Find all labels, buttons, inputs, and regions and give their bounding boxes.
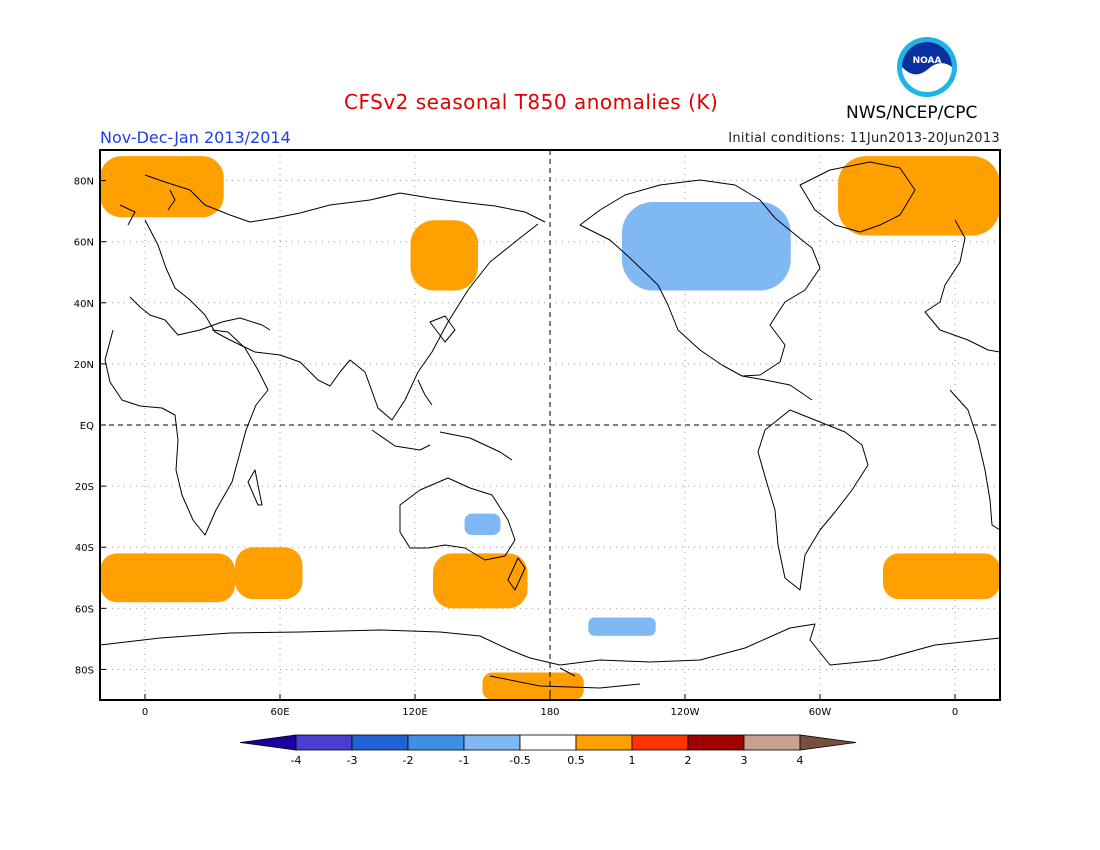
- positive-anomaly-greenland-north-atlantic: [838, 156, 1000, 236]
- anomaly-layer: [100, 156, 1000, 700]
- colorbar-label: -2: [403, 754, 414, 767]
- noaa-logo-icon: NOAA: [897, 37, 957, 97]
- lat-tick-label: 20S: [75, 482, 94, 493]
- colorbar-label: 1: [629, 754, 636, 767]
- positive-anomaly-southern-ocean-south-atlantic: [100, 553, 235, 603]
- colorbar-segment: [519, 734, 577, 751]
- colorbar-label: -0.5: [509, 754, 530, 767]
- negative-anomaly-south-pacific: [588, 617, 656, 636]
- lat-tick-label: 80N: [74, 177, 94, 188]
- positive-anomaly-northeast-asia: [410, 220, 478, 291]
- colorbar-segment: [239, 734, 297, 751]
- chart-title: CFSv2 seasonal T850 anomalies (K): [344, 90, 719, 114]
- colorbar-segment: [575, 734, 633, 751]
- colorbar: -4 -3 -2 -1 -0.5 0.5 1 2 3 4: [239, 734, 857, 767]
- lat-tick-label: 60S: [75, 604, 94, 615]
- colorbar-segment: [295, 734, 353, 751]
- colorbar-label: 4: [797, 754, 804, 767]
- colorbar-segment: [743, 734, 801, 751]
- colorbar-segment: [631, 734, 689, 751]
- lat-tick-label: 40N: [74, 299, 94, 310]
- colorbar-label: -3: [347, 754, 358, 767]
- lon-tick-label: 120E: [402, 707, 427, 718]
- lat-tick-label: 40S: [75, 543, 94, 554]
- positive-anomaly-southern-ocean-australia: [433, 553, 528, 609]
- positive-anomaly-southern-ocean-south-africa: [235, 547, 303, 600]
- lat-tick-label: EQ: [80, 421, 94, 432]
- colorbar-segment: [351, 734, 409, 751]
- colorbar-label: 0.5: [567, 754, 585, 767]
- positive-anomaly-ross-sea: [482, 672, 584, 700]
- positive-anomaly-greenland-sea: [100, 156, 224, 218]
- lon-tick-label: 60E: [270, 707, 289, 718]
- lon-tick-label: 0: [952, 707, 958, 718]
- colorbar-label: -4: [291, 754, 302, 767]
- colorbar-segment: [687, 734, 745, 751]
- lat-tick-label: 80S: [75, 665, 94, 676]
- lat-tick-label: 20N: [74, 360, 94, 371]
- colorbar-label: -1: [459, 754, 470, 767]
- lon-tick-label: 60W: [809, 707, 832, 718]
- negative-anomaly-canada: [622, 201, 791, 291]
- season-label: Nov-Dec-Jan 2013/2014: [100, 128, 291, 147]
- negative-anomaly-southeast-australia: [464, 513, 501, 535]
- svg-text:NOAA: NOAA: [913, 56, 942, 66]
- colorbar-segment: [407, 734, 465, 751]
- colorbar-label: 3: [741, 754, 748, 767]
- agency-label: NWS/NCEP/CPC: [846, 103, 978, 123]
- initial-conditions-label: Initial conditions: 11Jun2013-20Jun2013: [728, 131, 1000, 146]
- lon-tick-label: 0: [142, 707, 148, 718]
- lat-tick-label: 60N: [74, 238, 94, 249]
- colorbar-segment: [799, 734, 857, 751]
- coastlines: [100, 161, 1000, 689]
- lon-tick-label: 120W: [671, 707, 700, 718]
- colorbar-segment: [463, 734, 521, 751]
- positive-anomaly-southern-ocean-southeast-pacific: [883, 553, 1000, 600]
- axis-ticks: 80N 60N 40N 20N EQ 20S 40S 60S 80S 0 60E 120E 180 120…: [74, 177, 958, 718]
- lon-tick-label: 180: [540, 707, 559, 718]
- colorbar-label: 2: [685, 754, 692, 767]
